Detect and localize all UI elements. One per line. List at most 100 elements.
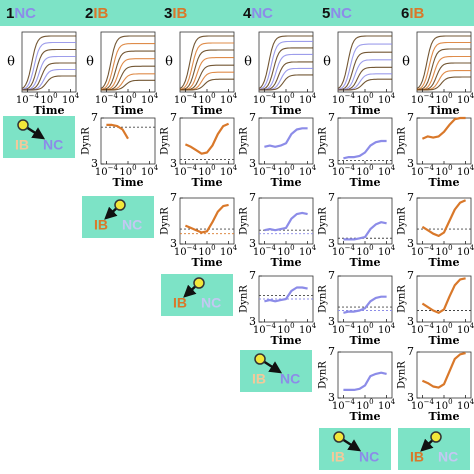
theta-curve	[21, 48, 76, 91]
tick-base: 10	[356, 401, 369, 412]
y-tick-label: 3	[249, 237, 256, 250]
theta-curve	[417, 55, 471, 91]
x-axis-label: Time	[270, 256, 301, 269]
x-tick-label: 104	[141, 164, 159, 178]
tick-base: 10	[378, 95, 391, 106]
theta-curve	[259, 53, 313, 91]
dynr-line	[264, 286, 308, 303]
tick-exponent: −4	[266, 322, 277, 330]
tick-exponent: −4	[108, 164, 119, 172]
x-tick-label: 104	[220, 164, 238, 178]
x-tick-label: 100	[435, 398, 452, 412]
tick-base: 10	[253, 95, 266, 106]
tick-exponent: 0	[448, 92, 452, 100]
tick-base: 10	[277, 95, 290, 106]
panel-frame	[416, 351, 472, 399]
tick-exponent: 0	[211, 164, 215, 172]
theta-curve	[21, 41, 76, 91]
tick-base: 10	[198, 247, 211, 258]
y-axis-label: DynR	[160, 207, 171, 235]
icon-label: NC	[359, 449, 379, 465]
icon-dot	[114, 199, 126, 211]
theta-curve	[338, 78, 392, 91]
y-axis-label: DynR	[318, 285, 329, 313]
tick-exponent: 0	[53, 92, 57, 100]
theta-curve	[101, 58, 155, 91]
x-tick-label: 10−4	[16, 92, 40, 106]
tick-exponent: 4	[75, 92, 80, 100]
icon-box	[319, 428, 391, 470]
tick-exponent: 0	[290, 244, 294, 252]
panel-frame	[337, 275, 393, 323]
x-axis-label: Time	[349, 104, 380, 117]
tick-exponent: −4	[266, 92, 277, 100]
dynr-line	[421, 352, 466, 389]
y-tick-label: 7	[328, 269, 335, 282]
icon-dot	[193, 277, 205, 289]
x-tick-label: 100	[198, 164, 215, 178]
y-axis-label: DynR	[239, 127, 250, 155]
y-tick-label: 3	[328, 315, 335, 328]
tick-exponent: −4	[424, 398, 435, 406]
column-header: 6IB	[401, 5, 425, 22]
x-tick-label: 10−4	[253, 164, 277, 178]
x-tick-label: 10−4	[253, 92, 277, 106]
x-tick-label: 100	[277, 244, 294, 258]
y-tick-label: 7	[249, 191, 256, 204]
tick-base: 10	[435, 325, 448, 336]
tick-exponent: 0	[290, 92, 294, 100]
x-tick-label: 10−4	[332, 398, 356, 412]
x-tick-label: 104	[378, 92, 396, 106]
theta-curve	[180, 78, 234, 91]
tick-base: 10	[277, 167, 290, 178]
tick-base: 10	[40, 95, 53, 106]
tick-exponent: 0	[448, 244, 452, 252]
y-tick-label: 7	[407, 269, 414, 282]
panel-frame	[337, 31, 393, 93]
tick-exponent: 4	[391, 398, 396, 406]
icon-dot	[254, 353, 266, 365]
y-axis-label: DynR	[239, 207, 250, 235]
x-tick-label: 104	[378, 164, 396, 178]
tick-exponent: 4	[154, 164, 159, 172]
x-axis-label: Time	[191, 256, 222, 269]
y-axis-label: θ	[7, 55, 15, 70]
column-type: IB	[172, 5, 187, 22]
theta-curve	[416, 41, 471, 91]
x-tick-label: 104	[457, 164, 474, 178]
tick-exponent: 4	[312, 322, 317, 330]
icon-label: NC	[43, 137, 63, 153]
dynr-line	[343, 221, 387, 241]
y-tick-label: 7	[91, 111, 98, 124]
x-tick-label: 104	[457, 92, 474, 106]
tick-base: 10	[62, 95, 75, 106]
x-axis-label: Time	[428, 256, 459, 269]
x-tick-label: 10−4	[332, 244, 356, 258]
tick-exponent: −4	[29, 92, 40, 100]
tick-base: 10	[253, 247, 266, 258]
icon-dot	[430, 431, 442, 443]
x-tick-label: 104	[378, 244, 396, 258]
x-tick-label: 100	[435, 322, 452, 336]
x-axis-label: Time	[112, 176, 143, 189]
column-header: 2IB	[85, 5, 109, 22]
x-tick-label: 100	[356, 244, 373, 258]
tick-exponent: 4	[154, 92, 159, 100]
tick-exponent: 0	[448, 164, 452, 172]
icon-label: IB	[410, 449, 424, 465]
x-tick-label: 104	[457, 398, 474, 412]
x-tick-label: 100	[435, 164, 452, 178]
y-axis-label: DynR	[397, 285, 408, 313]
tick-exponent: 4	[233, 92, 238, 100]
tick-exponent: −4	[345, 322, 356, 330]
column-number: 1	[6, 5, 14, 22]
icon-dot	[17, 119, 29, 131]
x-tick-label: 104	[220, 92, 238, 106]
tick-base: 10	[277, 325, 290, 336]
x-tick-label: 10−4	[332, 322, 356, 336]
y-axis-label: DynR	[160, 127, 171, 155]
tick-exponent: 0	[369, 244, 373, 252]
column-type: IB	[409, 5, 424, 22]
tick-exponent: 4	[391, 322, 396, 330]
